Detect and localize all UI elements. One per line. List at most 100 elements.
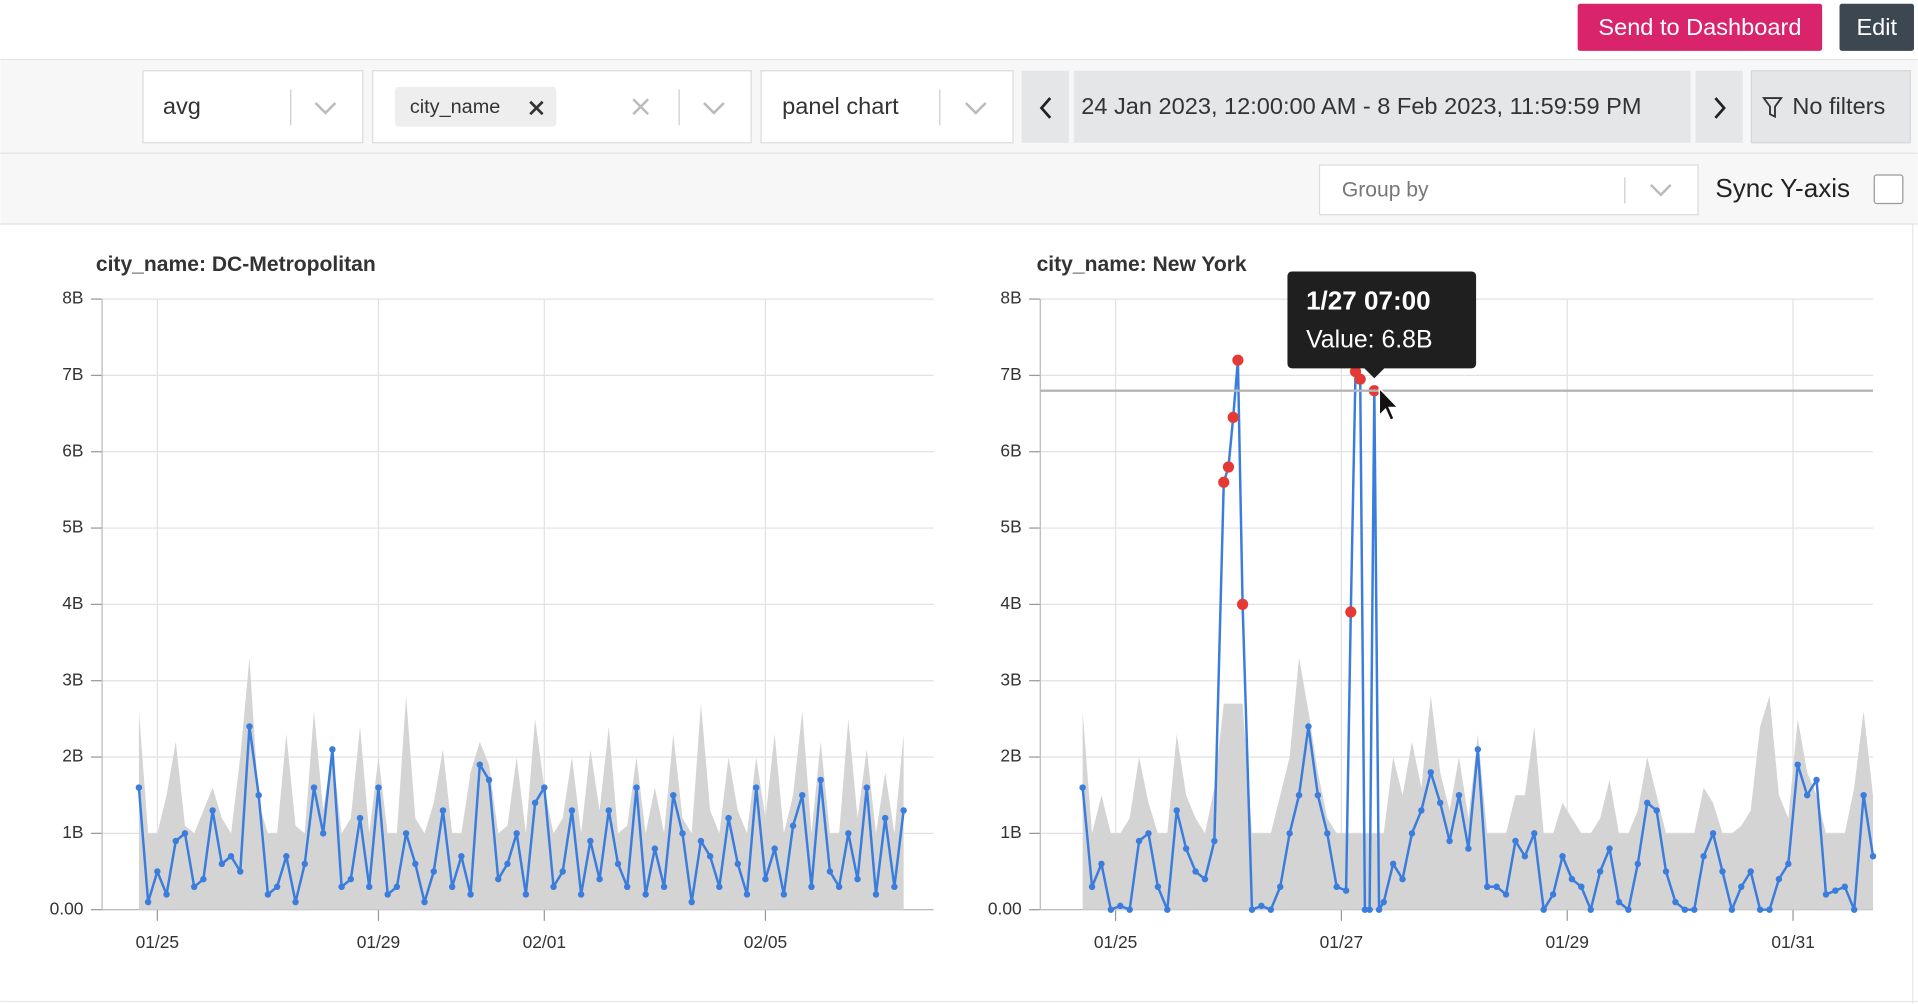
- data-point: [430, 868, 437, 875]
- data-point: [808, 883, 815, 891]
- data-point: [393, 883, 401, 891]
- data-point: [780, 891, 788, 898]
- filter-icon[interactable]: [1762, 97, 1783, 119]
- edit-button-label[interactable]: Edit: [1856, 14, 1897, 40]
- data-point: [1079, 784, 1086, 791]
- data-point: [1832, 887, 1839, 894]
- chip-remove[interactable]: [529, 100, 544, 116]
- send-button[interactable]: [1577, 3, 1823, 51]
- data-point: [1785, 860, 1792, 868]
- data-point: [587, 837, 594, 845]
- data-point: [135, 784, 143, 791]
- prev-button[interactable]: [1021, 70, 1069, 143]
- next-button[interactable]: [1695, 70, 1743, 143]
- data-point: [485, 776, 493, 784]
- clear-icon[interactable]: [632, 98, 649, 116]
- data-point: [1361, 906, 1369, 913]
- edit-button[interactable]: [1839, 3, 1914, 51]
- filters-button[interactable]: [1750, 70, 1911, 144]
- filters-label[interactable]: No filters: [1792, 93, 1885, 119]
- x-tick-label: 01/25: [1094, 932, 1137, 952]
- date-range-label[interactable]: 24 Jan 2023, 12:00:00 AM - 8 Feb 2023, 1…: [1081, 93, 1641, 119]
- data-point: [550, 883, 557, 891]
- group-by-placeholder[interactable]: Group by: [1342, 179, 1429, 202]
- data-point: [1305, 723, 1312, 730]
- x-tick-label: 02/01: [523, 932, 566, 952]
- data-point: [835, 883, 843, 891]
- data-point: [1436, 799, 1444, 807]
- y-tick-label: 3B: [62, 669, 83, 689]
- group-by-select[interactable]: [1318, 164, 1699, 216]
- charts: city_name: DC-Metropolitan 0.00 1B 2B 3B 4B 5B…: [50, 253, 1877, 952]
- chip: [394, 86, 557, 127]
- prev-icon[interactable]: [1039, 97, 1052, 119]
- data-point: [1418, 807, 1425, 814]
- data-point: [154, 868, 161, 875]
- y-tick-label: 7B: [1000, 364, 1021, 384]
- data-point: [218, 860, 226, 868]
- data-point: [237, 868, 244, 875]
- chevron[interactable]: [314, 102, 337, 115]
- data-point: [476, 761, 484, 768]
- data-point: [1286, 830, 1293, 837]
- chevron[interactable]: [703, 102, 725, 115]
- data-point: [319, 830, 327, 837]
- data-point: [660, 883, 668, 891]
- aggregation-value[interactable]: avg: [163, 93, 201, 119]
- tooltip: [1287, 271, 1477, 379]
- aggregation-select[interactable]: [142, 70, 364, 144]
- data-point: [421, 898, 428, 906]
- y-tick-label: 2B: [1000, 746, 1021, 766]
- data-point: [752, 784, 760, 791]
- data-point: [1502, 891, 1510, 898]
- data-point: [439, 807, 447, 814]
- y-tick-label: 8B: [62, 288, 83, 308]
- x-tick-label: 01/29: [357, 932, 400, 952]
- data-point: [1700, 853, 1707, 860]
- data-point: [467, 891, 474, 898]
- data-point: [670, 791, 677, 799]
- data-point: [190, 883, 198, 891]
- data-point: [1427, 769, 1435, 776]
- data-point: [1738, 883, 1745, 891]
- data-point: [1098, 860, 1105, 868]
- data-point: [531, 799, 539, 807]
- data-point: [375, 784, 382, 791]
- data-point: [633, 784, 640, 791]
- data-point: [1324, 830, 1331, 837]
- expected-range-area: [1082, 657, 1874, 910]
- send-button-label[interactable]: Send to Dashboard: [1598, 14, 1801, 40]
- sync-checkbox[interactable]: [1873, 174, 1904, 205]
- chevron[interactable]: [1650, 184, 1672, 197]
- tooltip-value: Value: 6.8B: [1306, 327, 1432, 354]
- data-point: [1107, 906, 1115, 913]
- data-point: [1587, 906, 1594, 913]
- data-point: [1164, 906, 1171, 913]
- data-point: [329, 746, 336, 753]
- data-point: [1653, 807, 1660, 814]
- data-point: [881, 814, 889, 822]
- chevron[interactable]: [964, 102, 987, 115]
- data-point: [1380, 898, 1387, 906]
- data-point: [623, 883, 631, 891]
- next-icon[interactable]: [1714, 97, 1726, 119]
- data-point: [1615, 898, 1623, 906]
- data-point: [771, 845, 778, 852]
- data-point: [1182, 845, 1190, 852]
- x-tick-label: 01/31: [1771, 932, 1814, 952]
- data-point: [1088, 883, 1096, 891]
- data-point: [817, 776, 824, 784]
- view-value[interactable]: panel chart: [782, 93, 899, 119]
- cursor: [1378, 386, 1400, 422]
- data-point: [1173, 807, 1180, 814]
- data-point: [347, 875, 355, 883]
- date-range[interactable]: [1073, 70, 1691, 143]
- data-point: [1625, 906, 1632, 913]
- data-point: [1850, 906, 1858, 913]
- sync-label[interactable]: Sync Y-axis: [1715, 173, 1850, 203]
- y-tick-label: 6B: [62, 440, 83, 460]
- data-point: [706, 853, 714, 860]
- expected-range-area: [138, 657, 904, 910]
